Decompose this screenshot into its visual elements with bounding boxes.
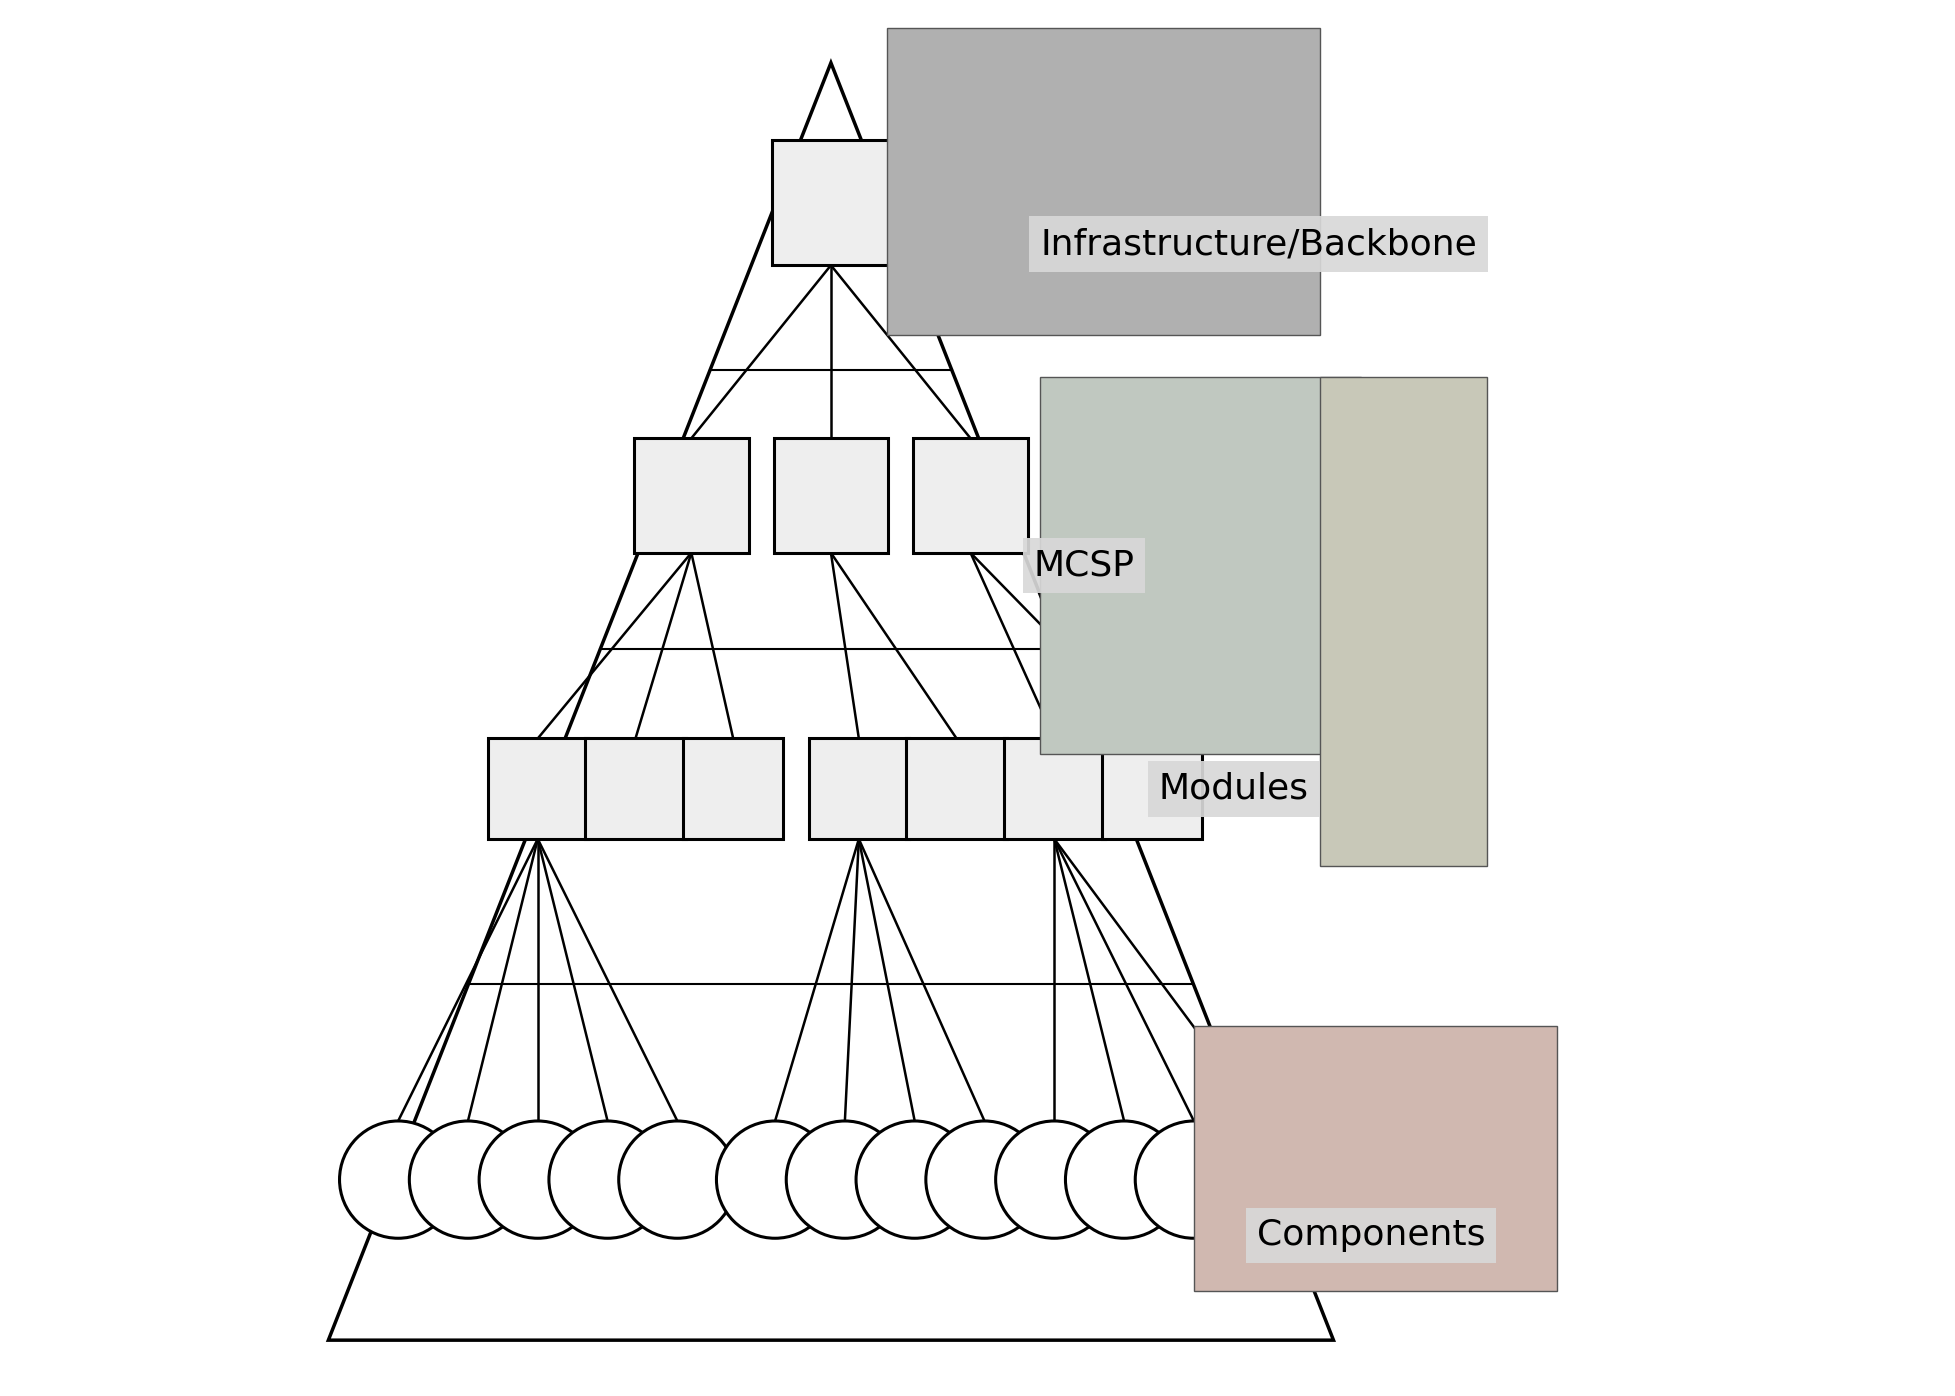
Text: Infrastructure/Backbone: Infrastructure/Backbone <box>1040 228 1478 261</box>
Circle shape <box>786 1121 903 1238</box>
Bar <box>888 28 1320 335</box>
Bar <box>1320 377 1488 866</box>
FancyBboxPatch shape <box>1005 738 1105 839</box>
FancyBboxPatch shape <box>913 438 1028 553</box>
Circle shape <box>995 1121 1112 1238</box>
FancyBboxPatch shape <box>774 438 888 553</box>
Text: MCSP: MCSP <box>1034 549 1134 582</box>
FancyBboxPatch shape <box>487 738 588 839</box>
Circle shape <box>927 1121 1044 1238</box>
Bar <box>1195 1026 1556 1291</box>
Circle shape <box>1065 1121 1183 1238</box>
Text: Modules: Modules <box>1159 772 1310 805</box>
FancyBboxPatch shape <box>633 438 749 553</box>
Text: Components: Components <box>1257 1219 1486 1252</box>
Circle shape <box>479 1121 596 1238</box>
FancyBboxPatch shape <box>809 738 909 839</box>
FancyBboxPatch shape <box>682 738 784 839</box>
FancyBboxPatch shape <box>907 738 1007 839</box>
Circle shape <box>340 1121 457 1238</box>
FancyBboxPatch shape <box>585 738 686 839</box>
Circle shape <box>409 1121 526 1238</box>
Circle shape <box>549 1121 667 1238</box>
Circle shape <box>618 1121 735 1238</box>
Circle shape <box>856 1121 974 1238</box>
FancyBboxPatch shape <box>772 140 890 265</box>
Circle shape <box>716 1121 833 1238</box>
Circle shape <box>1136 1121 1253 1238</box>
FancyBboxPatch shape <box>1103 738 1202 839</box>
Bar <box>1040 377 1361 754</box>
Circle shape <box>1204 1121 1322 1238</box>
